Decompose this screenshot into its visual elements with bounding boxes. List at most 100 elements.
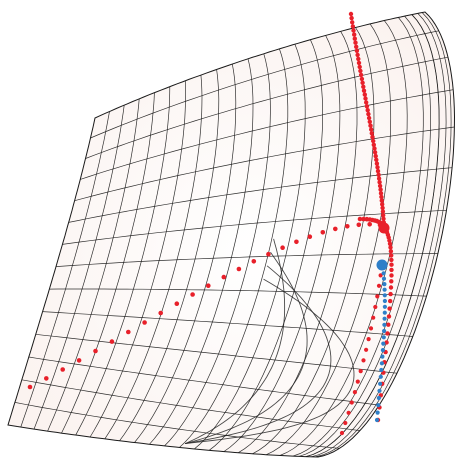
path-point-red [27, 384, 33, 390]
path-point-blue [376, 395, 381, 401]
path-point-red [360, 80, 365, 86]
path-point-blue [382, 298, 387, 304]
path-point-red [388, 245, 393, 250]
path-point-blue [379, 361, 384, 366]
path-point-red [355, 379, 360, 384]
path-point-red [142, 320, 147, 325]
mesh-line-v [42, 311, 413, 337]
path-point-red [380, 205, 385, 211]
path-point-red [389, 262, 394, 267]
path-point-red [377, 183, 383, 189]
path-point-red [368, 123, 373, 128]
path-point-red [388, 298, 393, 304]
path-point-blue [382, 322, 387, 327]
path-point-red [378, 187, 383, 192]
path-point-red [386, 322, 391, 327]
path-point-red [388, 285, 394, 290]
path-point-blue [382, 316, 387, 321]
path-point-blue [382, 328, 387, 334]
path-point-red [379, 194, 384, 200]
path-point-red [358, 68, 363, 74]
path-point-red [372, 150, 378, 155]
path-point-blue [379, 367, 384, 373]
path-point-blue [378, 381, 383, 386]
mesh-line-v [80, 89, 454, 180]
mesh-line-v [14, 402, 340, 449]
path-point-red [333, 226, 338, 232]
path-point-red [361, 88, 367, 93]
path-point-red [381, 213, 386, 218]
mesh-line-v [85, 56, 449, 159]
path-point-red [388, 291, 393, 297]
contour-lines [185, 238, 355, 445]
path-point-red [366, 115, 372, 121]
path-point-red [359, 76, 365, 82]
mesh-line-v [74, 126, 455, 202]
path-point-blue [381, 341, 386, 346]
path-point-blue [382, 293, 387, 298]
path-point-red [377, 180, 382, 185]
mesh-line-v [55, 253, 438, 267]
path-point-red [351, 28, 356, 33]
path-point-red [76, 358, 82, 363]
path-point-red [375, 294, 380, 299]
path-point-red [352, 36, 357, 41]
path-point-blue [382, 304, 387, 309]
path-point-red [388, 249, 394, 254]
path-point-red [384, 340, 389, 345]
path-point-red [356, 60, 362, 66]
mesh-line-v [62, 209, 447, 245]
path-point-red [320, 230, 326, 235]
path-point-red [158, 310, 163, 316]
path-point-red [355, 52, 360, 58]
path-point-blue [374, 417, 380, 423]
path-point-red [361, 216, 366, 222]
path-point-red [386, 314, 392, 319]
path-point-red [346, 410, 351, 415]
path-point-red [364, 100, 369, 105]
path-point-red [358, 72, 364, 78]
contour-line [185, 265, 332, 445]
path-point-red [387, 241, 393, 246]
path-point-red [251, 259, 257, 264]
path-point-red [109, 339, 115, 344]
path-point-blue [382, 287, 387, 292]
path-point-blue [376, 403, 381, 408]
path-point-red [358, 369, 363, 374]
path-point-blue [381, 271, 386, 276]
path-point-red [364, 347, 369, 352]
path-point-red [356, 222, 362, 228]
path-point-red [373, 304, 378, 310]
path-point-red [373, 153, 378, 159]
path-point-red [367, 222, 373, 227]
path-point-red [387, 306, 392, 311]
path-point-red [385, 331, 390, 336]
path-point-red [363, 96, 368, 101]
path-point-red [354, 44, 359, 49]
path-point-red [389, 273, 394, 278]
path-point-blue [382, 282, 387, 287]
surface-patch [7, 11, 456, 458]
path-point-red [364, 104, 370, 109]
path-point-blue [377, 388, 382, 393]
path-point-blue [382, 310, 387, 315]
path-point-red [375, 168, 381, 174]
path-point-red [372, 146, 377, 151]
optimizer-paths [27, 11, 394, 436]
path-point-red [352, 32, 357, 37]
mesh-line-v [21, 379, 361, 431]
path-point-red [378, 273, 383, 278]
mesh-line-v [35, 333, 397, 374]
path-point-red [379, 198, 384, 203]
path-point-red [294, 239, 299, 245]
path-point-red [371, 138, 376, 144]
path-point-blue [381, 276, 387, 281]
path-point-red [266, 251, 271, 257]
path-point-red [174, 301, 180, 307]
path-point-red [307, 234, 313, 239]
path-point-red [366, 337, 371, 342]
path-point-red [357, 216, 363, 222]
mesh-line-v [68, 167, 453, 223]
path-point-red [366, 111, 371, 117]
mesh-line-v [28, 356, 380, 406]
